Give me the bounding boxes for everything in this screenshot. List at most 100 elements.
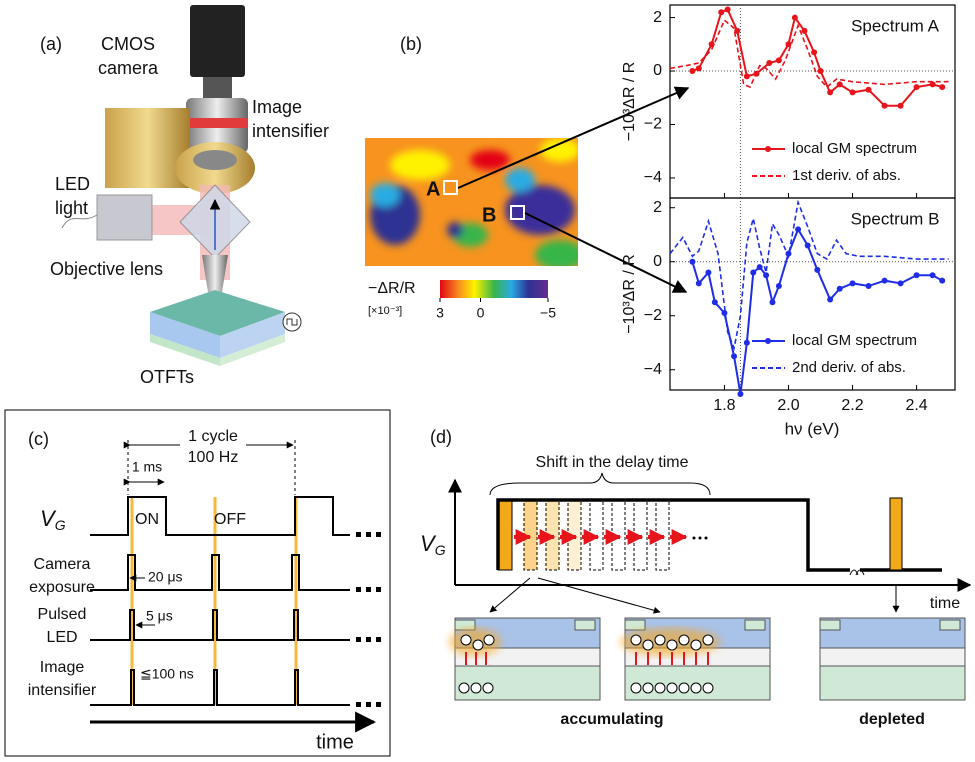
led-housing	[97, 195, 152, 240]
data-point	[898, 280, 904, 286]
roi-label: A	[426, 178, 440, 200]
data-point	[811, 49, 817, 55]
label: LED	[46, 629, 77, 646]
camera-wave	[90, 555, 350, 590]
label: Camera	[34, 556, 91, 573]
data-point	[882, 103, 888, 109]
data-point	[792, 15, 798, 21]
y-axis-label: −10³ΔR / R	[621, 62, 638, 142]
data-point	[827, 297, 833, 303]
data-point	[850, 89, 856, 95]
label: OTFTs	[140, 367, 194, 387]
data-point	[757, 264, 763, 270]
data-point	[744, 340, 750, 346]
label: ≦100 ns	[140, 666, 194, 682]
data-point	[712, 299, 718, 305]
label: light	[55, 198, 88, 218]
label: Image	[40, 659, 85, 676]
label: 20 μs	[148, 569, 183, 585]
data-point	[696, 280, 702, 286]
data-point	[737, 391, 743, 397]
data-point	[763, 272, 769, 278]
label: depleted	[859, 711, 925, 728]
label: 1 ms	[132, 459, 162, 475]
label: Shift in the delay time	[536, 454, 689, 471]
panel-label: (b)	[400, 34, 422, 54]
x-tick-label: 2.0	[777, 397, 799, 414]
data-point	[718, 9, 724, 15]
ellipsis	[693, 537, 708, 540]
y-tick-label: −4	[644, 169, 662, 186]
legend-label: 2nd deriv. of abs.	[792, 359, 906, 376]
label: 5 μs	[146, 608, 173, 624]
data-point	[769, 299, 775, 305]
arrow	[490, 578, 530, 612]
legend-label: local GM spectrum	[792, 332, 917, 349]
data-point	[731, 353, 737, 359]
label: time	[930, 595, 960, 612]
data-point	[776, 57, 782, 63]
panel-b: (b) A B −ΔR/R [×10⁻³]	[365, 34, 688, 317]
led-wave	[90, 610, 350, 640]
label: Pulsed	[38, 606, 87, 623]
label: accumulating	[560, 711, 663, 728]
y-tick-label: 2	[653, 199, 662, 216]
data-point	[805, 243, 811, 249]
data-point	[837, 286, 843, 292]
pulse	[890, 498, 902, 570]
objective	[202, 255, 228, 292]
data-point	[827, 89, 833, 95]
roi-label: B	[482, 204, 496, 226]
y-tick-label: −2	[644, 116, 662, 133]
camera	[190, 5, 245, 77]
panel-a: (a) CMOS camera Image intensifier LED li…	[40, 5, 329, 387]
colorbar-tick-label: −5	[540, 305, 556, 321]
data-point	[776, 283, 782, 289]
label: G	[55, 517, 66, 533]
data-point	[705, 270, 711, 276]
intensifier-wave	[90, 670, 350, 705]
data-point	[696, 65, 702, 71]
brace	[490, 473, 710, 495]
data-point	[882, 278, 888, 284]
map	[365, 138, 585, 270]
data-point	[689, 68, 695, 74]
chart-title: Spectrum A	[851, 16, 940, 35]
colorbar-tick-label: 0	[477, 305, 485, 321]
colorbar-label: −ΔR/R	[368, 280, 416, 297]
x-tick-label: 2.2	[841, 397, 863, 414]
panel-label: (d)	[430, 427, 452, 447]
label: CMOS	[101, 34, 155, 54]
data-point	[866, 283, 872, 289]
data-point	[866, 87, 872, 93]
data-point	[814, 267, 820, 273]
data-point	[850, 280, 856, 286]
arrow	[538, 578, 660, 612]
panel-label: (c)	[28, 429, 49, 449]
device	[449, 618, 600, 700]
y-tick-label: −4	[644, 361, 662, 378]
legend-label: 1st deriv. of abs.	[792, 167, 901, 184]
data-point	[795, 226, 801, 232]
label: 1 cycle	[188, 428, 238, 445]
chart-title: Spectrum B	[851, 209, 940, 228]
figure: (a) CMOS camera Image intensifier LED li…	[0, 0, 975, 762]
x-axis-label: hν (eV)	[785, 419, 840, 438]
label: intensifier	[252, 121, 329, 141]
label: intensifier	[28, 682, 97, 699]
y-tick-label: 2	[653, 9, 662, 26]
axis-break	[850, 570, 864, 575]
label: G	[435, 542, 446, 558]
colorbar-tick-label: 3	[436, 305, 444, 321]
intensifier-band	[186, 118, 248, 128]
y-axis-label: −10³ΔR / R	[621, 254, 638, 334]
label: Objective lens	[50, 259, 163, 279]
ring-hole	[193, 150, 237, 170]
label: Image	[252, 97, 302, 117]
data-point	[766, 60, 772, 66]
y-tick-label: −2	[644, 307, 662, 324]
y-tick-label: 0	[653, 253, 662, 270]
data-point	[801, 28, 807, 34]
panel-c: (c) 1 cycle 100 Hz 1 ms VG ON OFF Camera…	[5, 410, 390, 756]
panel-d: (d) Shift in the delay time VG time	[420, 427, 970, 728]
